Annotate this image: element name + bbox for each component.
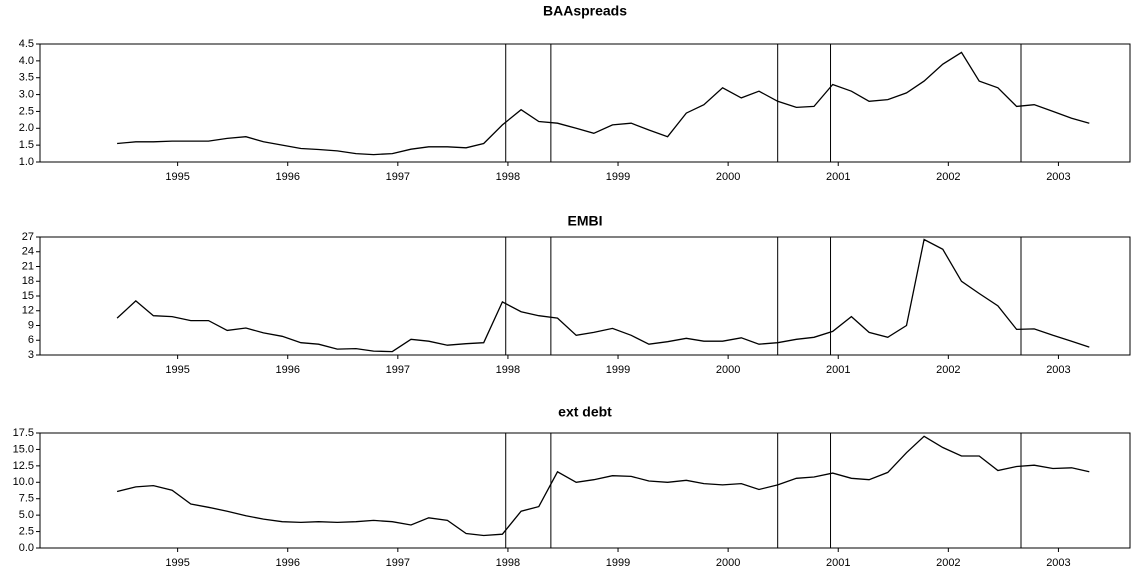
x-tick-label: 1997	[386, 364, 410, 376]
panel-title: ext debt	[558, 404, 612, 420]
y-tick-label: 10.0	[13, 476, 34, 488]
y-tick-label: 6	[28, 334, 34, 346]
y-tick-label: 2.5	[19, 525, 34, 537]
x-tick-label: 2001	[826, 364, 850, 376]
x-tick-label: 1996	[275, 171, 299, 183]
y-tick-label: 7.5	[19, 493, 34, 505]
x-tick-label: 2000	[716, 364, 740, 376]
x-tick-label: 1999	[606, 364, 630, 376]
y-tick-label: 5.0	[19, 509, 34, 521]
x-tick-label: 2000	[716, 557, 740, 569]
x-tick-label: 1999	[606, 171, 630, 183]
y-tick-label: 3.0	[19, 88, 34, 100]
x-tick-label: 1995	[165, 557, 189, 569]
series-line	[117, 51, 1090, 156]
y-tick-label: 1.5	[19, 139, 34, 151]
series-line	[116, 238, 1090, 353]
plot-frame	[39, 432, 1131, 549]
y-tick-label: 12.5	[13, 460, 34, 472]
x-tick-label: 1998	[496, 171, 520, 183]
x-tick-label: 2002	[936, 364, 960, 376]
y-tick-label: 15.0	[13, 443, 34, 455]
y-tick-label: 21	[22, 260, 34, 272]
y-tick-label: 3	[28, 349, 34, 361]
x-tick-label: 2003	[1046, 171, 1070, 183]
panel-title: EMBI	[568, 213, 603, 229]
y-tick-label: 2.0	[19, 122, 34, 134]
y-tick-label: 4.5	[19, 38, 34, 50]
x-tick-label: 1997	[386, 171, 410, 183]
x-tick-label: 1998	[496, 364, 520, 376]
y-tick-label: 27	[22, 231, 34, 243]
plot-frame	[39, 236, 1131, 356]
x-tick-label: 1998	[496, 557, 520, 569]
y-tick-label: 18	[22, 275, 34, 287]
panel-title: BAAspreads	[543, 3, 627, 19]
y-tick-label: 15	[22, 290, 34, 302]
x-tick-label: 2002	[936, 171, 960, 183]
plot-frame	[39, 43, 1131, 163]
x-tick-label: 1997	[386, 557, 410, 569]
x-tick-label: 2003	[1046, 557, 1070, 569]
y-tick-label: 24	[22, 246, 34, 258]
x-tick-label: 2002	[936, 557, 960, 569]
y-tick-label: 12	[22, 305, 34, 317]
y-tick-label: 2.5	[19, 105, 34, 117]
x-tick-label: 2000	[716, 171, 740, 183]
x-tick-label: 1995	[165, 171, 189, 183]
series-line	[116, 435, 1090, 537]
x-tick-label: 1995	[165, 364, 189, 376]
y-tick-label: 0.0	[19, 542, 34, 554]
x-tick-label: 2001	[826, 557, 850, 569]
y-tick-label: 9	[28, 319, 34, 331]
y-tick-label: 17.5	[13, 427, 34, 439]
y-tick-label: 1.0	[19, 156, 34, 168]
y-tick-label: 4.0	[19, 55, 34, 67]
x-tick-label: 2001	[826, 171, 850, 183]
x-tick-label: 1996	[275, 557, 299, 569]
y-tick-label: 3.5	[19, 72, 34, 84]
x-tick-label: 2003	[1046, 364, 1070, 376]
x-tick-label: 1996	[275, 364, 299, 376]
x-tick-label: 1999	[606, 557, 630, 569]
